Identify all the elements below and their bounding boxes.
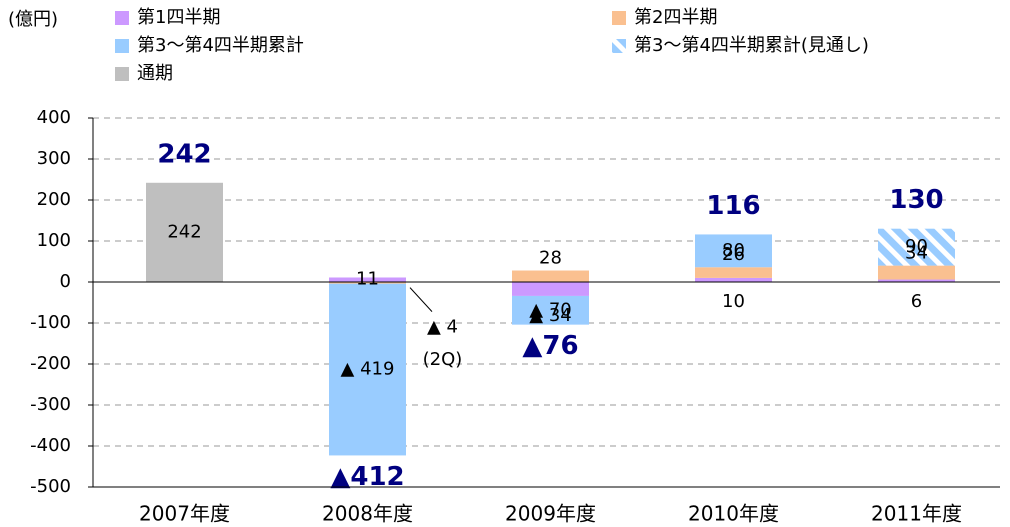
bar-segment <box>695 234 772 268</box>
legend-swatch <box>115 11 129 25</box>
legend-label: 通期 <box>137 63 173 84</box>
bar-segment <box>329 277 406 282</box>
total-label: 242 <box>157 139 211 169</box>
data-label: 34 <box>905 243 928 264</box>
y-tick-label: 400 <box>37 107 71 128</box>
bar-segment <box>878 279 955 282</box>
x-tick-label: 2010年度 <box>688 502 779 526</box>
y-tick-label: 0 <box>60 271 71 292</box>
y-tick-label: -200 <box>30 353 71 374</box>
legend-label: 第3～第4四半期累計 <box>137 35 304 56</box>
bar-segment <box>329 283 406 456</box>
total-label: 116 <box>706 191 760 221</box>
x-tick-label: 2008年度 <box>322 502 413 526</box>
bar-segment <box>695 277 772 282</box>
data-label: ▲ 4 <box>427 317 458 338</box>
data-label: 80 <box>722 240 745 261</box>
y-tick-label: -100 <box>30 312 71 333</box>
total-label: 130 <box>889 185 943 215</box>
annotation: (2Q) <box>423 349 463 370</box>
legend-label: 第2四半期 <box>634 7 717 28</box>
data-label: 28 <box>539 248 562 269</box>
legend-swatch <box>612 39 626 53</box>
legend-swatch <box>612 11 626 25</box>
y-tick-label: 100 <box>37 230 71 251</box>
bar-segment <box>695 267 772 278</box>
data-label: 90 <box>905 236 928 257</box>
data-label: 242 <box>167 221 201 242</box>
leader-line <box>409 287 433 312</box>
data-label: ▲ 70 <box>529 299 571 320</box>
y-tick-label: -300 <box>30 394 71 415</box>
y-tick-label: -500 <box>30 476 71 497</box>
x-tick-label: 2009年度 <box>505 502 596 526</box>
data-label: ▲ 419 <box>341 359 395 380</box>
y-tick-label: 200 <box>37 189 71 210</box>
x-tick-label: 2011年度 <box>871 502 962 526</box>
y-tick-label: 300 <box>37 148 71 169</box>
bar-segment <box>878 228 955 266</box>
data-label: 6 <box>911 291 922 312</box>
bar-segment <box>512 270 589 282</box>
data-label: 10 <box>722 291 745 312</box>
bar-segment <box>512 282 589 296</box>
bar-segment <box>146 182 223 282</box>
bar-segment <box>512 295 589 325</box>
bar-segment <box>329 282 406 284</box>
legend-label: 第1四半期 <box>137 7 220 28</box>
data-label: ▲ 34 <box>529 305 571 326</box>
x-tick-label: 2007年度 <box>139 502 230 526</box>
data-label: 26 <box>722 244 745 265</box>
total-label: ▲76 <box>522 331 578 361</box>
bar-segment <box>878 265 955 280</box>
legend-swatch <box>115 67 129 81</box>
unit-label: (億円) <box>8 9 58 30</box>
legend-label: 第3～第4四半期累計(見通し) <box>634 35 869 56</box>
legend-swatch <box>115 39 129 53</box>
data-label: 11 <box>356 269 379 290</box>
y-tick-label: -400 <box>30 435 71 456</box>
